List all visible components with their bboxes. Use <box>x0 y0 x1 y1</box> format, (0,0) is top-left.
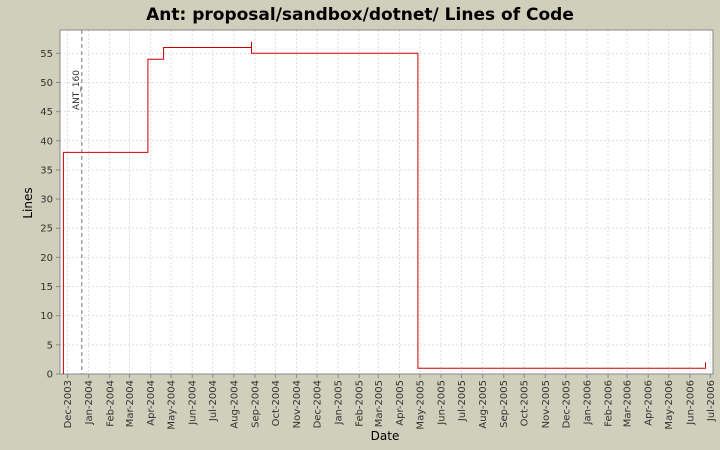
y-tick-label: 35 <box>40 165 53 176</box>
x-tick-label: Feb-2005 <box>355 380 366 427</box>
y-tick-label: 5 <box>47 340 53 351</box>
x-tick-label: Apr-2005 <box>395 380 406 426</box>
x-tick-label: Dec-2004 <box>312 380 323 428</box>
x-tick-label: Oct-2005 <box>520 380 531 426</box>
x-tick-label: Nov-2005 <box>541 380 552 428</box>
x-tick-label: Nov-2004 <box>292 380 303 428</box>
x-tick-label: Mar-2006 <box>623 380 634 427</box>
x-tick-label: Jan-2006 <box>582 380 593 425</box>
y-tick-label: 15 <box>40 282 53 293</box>
y-tick-label: 0 <box>47 370 53 381</box>
x-tick-label: Sep-2004 <box>250 380 261 428</box>
x-tick-label: Dec-2003 <box>63 380 74 428</box>
x-tick-label: Jun-2004 <box>188 380 199 426</box>
x-tick-label: Jul-2006 <box>706 380 717 422</box>
x-tick-label: Sep-2005 <box>499 380 510 428</box>
x-tick-label: Jan-2004 <box>84 380 95 425</box>
x-tick-label: Mar-2005 <box>374 380 385 427</box>
series-line <box>62 41 706 374</box>
x-tick-label: Apr-2004 <box>146 380 157 426</box>
x-tick-label: Jul-2004 <box>208 380 219 422</box>
x-tick-label: Jun-2005 <box>437 380 448 426</box>
chart-title: Ant: proposal/sandbox/dotnet/ Lines of C… <box>146 5 574 25</box>
x-tick-label: Aug-2005 <box>478 380 489 429</box>
y-tick-label: 40 <box>40 136 53 147</box>
y-tick-label: 10 <box>40 311 53 322</box>
plot-area <box>60 30 713 374</box>
y-tick-label: 50 <box>40 78 53 89</box>
y-tick-label: 30 <box>40 195 53 206</box>
plot-border <box>59 29 714 375</box>
x-tick-label: Jul-2005 <box>457 380 468 422</box>
y-tick-label: 45 <box>40 107 53 118</box>
x-tick-label: Dec-2005 <box>561 380 572 428</box>
x-tick-label: Feb-2006 <box>604 380 615 427</box>
x-tick-label: Aug-2004 <box>229 380 240 429</box>
y-axis-label: Lines <box>21 187 35 218</box>
x-tick-label: May-2006 <box>664 380 675 430</box>
x-tick-label: Jan-2005 <box>334 380 345 425</box>
x-tick-label: May-2004 <box>167 380 178 430</box>
x-tick-label: May-2005 <box>415 380 426 430</box>
y-tick-label: 20 <box>40 253 53 264</box>
x-axis-label: Date <box>371 429 400 443</box>
x-tick-label: Apr-2006 <box>644 380 655 426</box>
x-tick-label: Mar-2004 <box>125 380 136 427</box>
x-tick-label: Feb-2004 <box>105 380 116 427</box>
y-tick-label: 55 <box>40 49 53 60</box>
x-tick-label: Jun-2006 <box>685 380 696 426</box>
release-marker-label: ANT_160 <box>72 70 82 110</box>
x-tick-label: Oct-2004 <box>271 380 282 426</box>
y-tick-label: 25 <box>40 224 53 235</box>
